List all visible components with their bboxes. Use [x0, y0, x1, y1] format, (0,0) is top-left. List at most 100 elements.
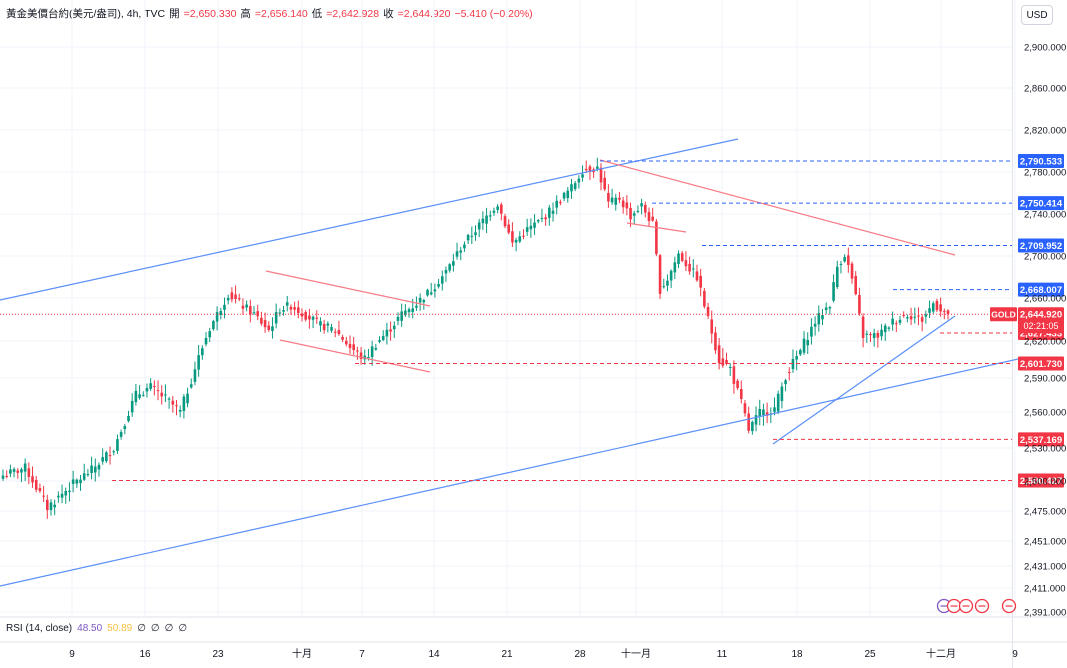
candle-body: [931, 303, 935, 312]
candle-body: [123, 426, 127, 430]
candle-body: [629, 207, 632, 220]
candle-body: [928, 308, 931, 313]
candle-body: [440, 276, 444, 284]
candle-body: [108, 455, 112, 457]
candles: [1, 157, 950, 519]
last-price-box: [1018, 307, 1064, 334]
candle-body: [337, 330, 341, 334]
candle-body: [182, 396, 186, 411]
candle-body: [219, 311, 223, 315]
candle-body: [404, 310, 407, 316]
candle-body: [42, 495, 45, 497]
candle-body: [843, 256, 846, 262]
candle-body: [544, 217, 547, 220]
candle-body: [651, 216, 654, 221]
candle-body: [640, 203, 643, 207]
level-label: 2,668.007: [1020, 285, 1062, 296]
candle-body: [319, 321, 322, 326]
candle-body: [632, 213, 636, 216]
candle-body: [459, 250, 463, 253]
candle-body: [946, 310, 950, 315]
candle-body: [385, 329, 389, 337]
candle-body: [345, 340, 348, 345]
time-tick-label: 十一月: [621, 647, 651, 660]
candle-body: [566, 190, 570, 199]
candle-body: [267, 325, 271, 331]
candle-body: [551, 210, 555, 214]
price-tick-label: 2,391.000: [1024, 608, 1066, 619]
rsi-extra-2: ∅: [164, 623, 174, 634]
short-support-line: [772, 315, 956, 445]
candle-body: [381, 336, 385, 340]
symbol-title[interactable]: 黃金美價台約(美元/盎司), 4h, TVC: [6, 8, 166, 20]
candle-body: [415, 305, 418, 308]
small-flag-line: [626, 222, 687, 233]
trendlines: [0, 138, 1019, 587]
candle-body: [909, 316, 913, 320]
candle-body: [141, 395, 145, 397]
candle-body: [452, 261, 455, 266]
candle-body: [175, 405, 178, 407]
candle-body: [418, 297, 422, 303]
candle-body: [116, 439, 119, 451]
candle-body: [533, 222, 536, 228]
candle-body: [300, 313, 304, 317]
candle-body: [548, 207, 551, 218]
candle-body: [127, 415, 130, 422]
candle-body: [396, 316, 400, 321]
candle-body: [297, 307, 300, 313]
level-label: 2,790.533: [1020, 156, 1062, 167]
level-label-box: [1018, 356, 1064, 371]
candle-body: [466, 234, 470, 241]
candle-body: [939, 304, 942, 312]
candle-body: [725, 359, 728, 364]
candle-body: [795, 356, 798, 360]
candle-body: [230, 292, 234, 300]
candle-body: [49, 502, 53, 511]
candle-body: [289, 306, 293, 310]
rsi-extra-0: ∅: [137, 623, 146, 634]
candle-body: [130, 401, 134, 413]
candle-body: [38, 488, 42, 492]
candle-body: [943, 311, 946, 313]
level-label: 2,709.952: [1020, 241, 1062, 252]
rsi-label[interactable]: RSI (14, close): [6, 623, 73, 634]
time-tick-label: 23: [212, 649, 224, 660]
candle-body: [773, 407, 776, 412]
candle-body: [400, 311, 403, 321]
candle-body: [802, 338, 806, 353]
currency-button[interactable]: USD: [1021, 5, 1053, 25]
candle-body: [525, 227, 529, 232]
candle-body: [271, 326, 274, 332]
candle-body: [751, 421, 754, 432]
candle-body: [776, 393, 780, 412]
level-label-box: [1018, 196, 1064, 211]
candle-body: [607, 193, 610, 202]
candle-body: [913, 316, 917, 318]
time-tick-label: 十月: [292, 647, 312, 660]
candle-body: [285, 302, 289, 306]
price-tick-label: 2,740.000: [1024, 210, 1066, 221]
candle-body: [507, 224, 511, 233]
candle-body: [16, 470, 20, 473]
rsi-legend: RSI (14, close) 48.50 50.89 ∅ ∅ ∅ ∅: [6, 623, 187, 634]
candle-body: [872, 333, 876, 338]
candle-body: [717, 345, 721, 364]
candle-body: [234, 294, 237, 299]
candle-body: [485, 215, 488, 224]
close-value: =2,644.920: [397, 7, 451, 20]
candle-body: [223, 304, 226, 310]
candle-body: [835, 266, 839, 288]
candle-body: [728, 367, 732, 369]
candle-body: [570, 184, 573, 192]
price-tick-label: 2,820.000: [1024, 126, 1066, 137]
candle-body: [138, 394, 141, 398]
candle-body: [754, 415, 758, 425]
candle-body: [924, 314, 928, 317]
level-label: 2,601.730: [1020, 359, 1062, 370]
candle-body: [780, 386, 784, 401]
candle-body: [618, 197, 621, 200]
candle-body: [260, 317, 263, 324]
candle-body: [787, 371, 791, 373]
